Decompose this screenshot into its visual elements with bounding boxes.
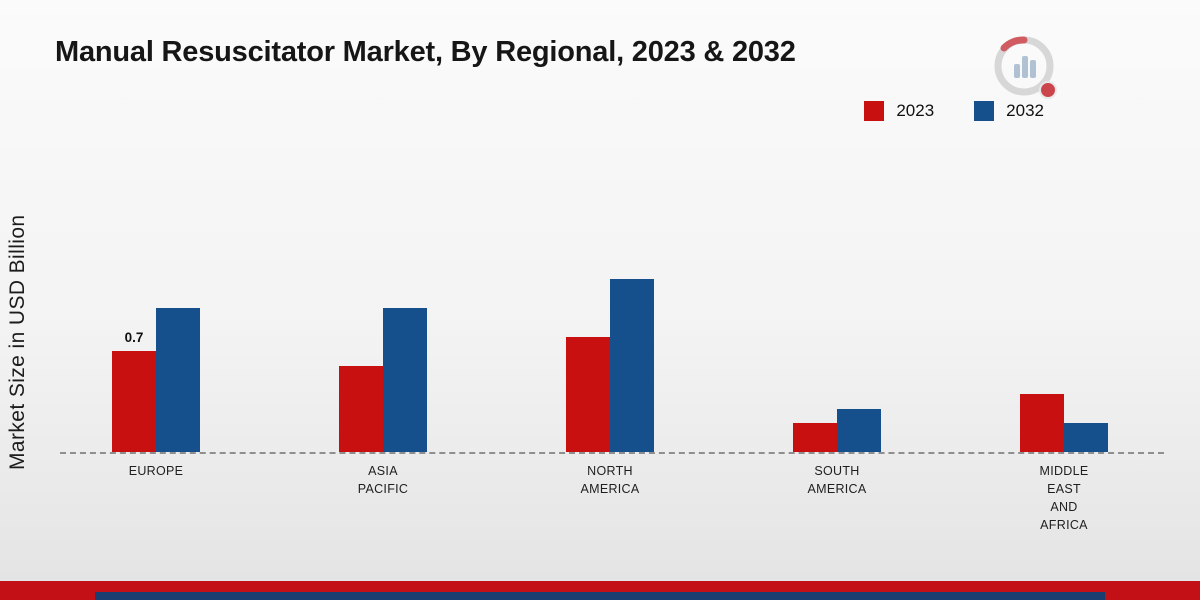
- bar-2023-europe: [112, 351, 156, 452]
- bar-2032-middle-east-and-africa: [1064, 423, 1108, 452]
- bar-2023-middle-east-and-africa: [1020, 394, 1064, 452]
- bar-2023-asia-pacific: [339, 366, 383, 452]
- legend-item-2032: 2032: [974, 101, 1044, 121]
- bar-2023-north-america: [566, 337, 610, 452]
- legend-label-2023: 2023: [896, 101, 935, 120]
- category-label-south-america: SOUTH AMERICA: [807, 464, 867, 497]
- legend-swatch-2032-icon: [974, 101, 995, 121]
- bar-2032-north-america: [610, 279, 654, 452]
- data-label: 0.7: [124, 330, 144, 345]
- brand-logo-icon: [994, 36, 1057, 99]
- bar-2032-europe: [156, 308, 200, 452]
- x-axis-baseline: [60, 452, 1164, 454]
- legend: 2023 2032: [864, 101, 1044, 121]
- bar-2023-south-america: [793, 423, 837, 452]
- legend-item-2023: 2023: [864, 101, 934, 121]
- category-label-middle-east-and-africa: MIDDLE EAST AND AFRICA: [1039, 464, 1089, 533]
- bar-2032-asia-pacific: [383, 308, 427, 452]
- category-label-europe: EUROPE: [128, 464, 184, 478]
- legend-label-2032: 2032: [1006, 101, 1044, 120]
- footer-navy-stripe: [95, 592, 1105, 600]
- bar-2032-south-america: [837, 409, 881, 452]
- legend-swatch-2023-icon: [864, 101, 885, 121]
- chart-title: Manual Resuscitator Market, By Regional,…: [55, 36, 796, 68]
- category-label-asia-pacific: ASIA PACIFIC: [357, 464, 409, 497]
- category-label-north-america: NORTH AMERICA: [580, 464, 640, 497]
